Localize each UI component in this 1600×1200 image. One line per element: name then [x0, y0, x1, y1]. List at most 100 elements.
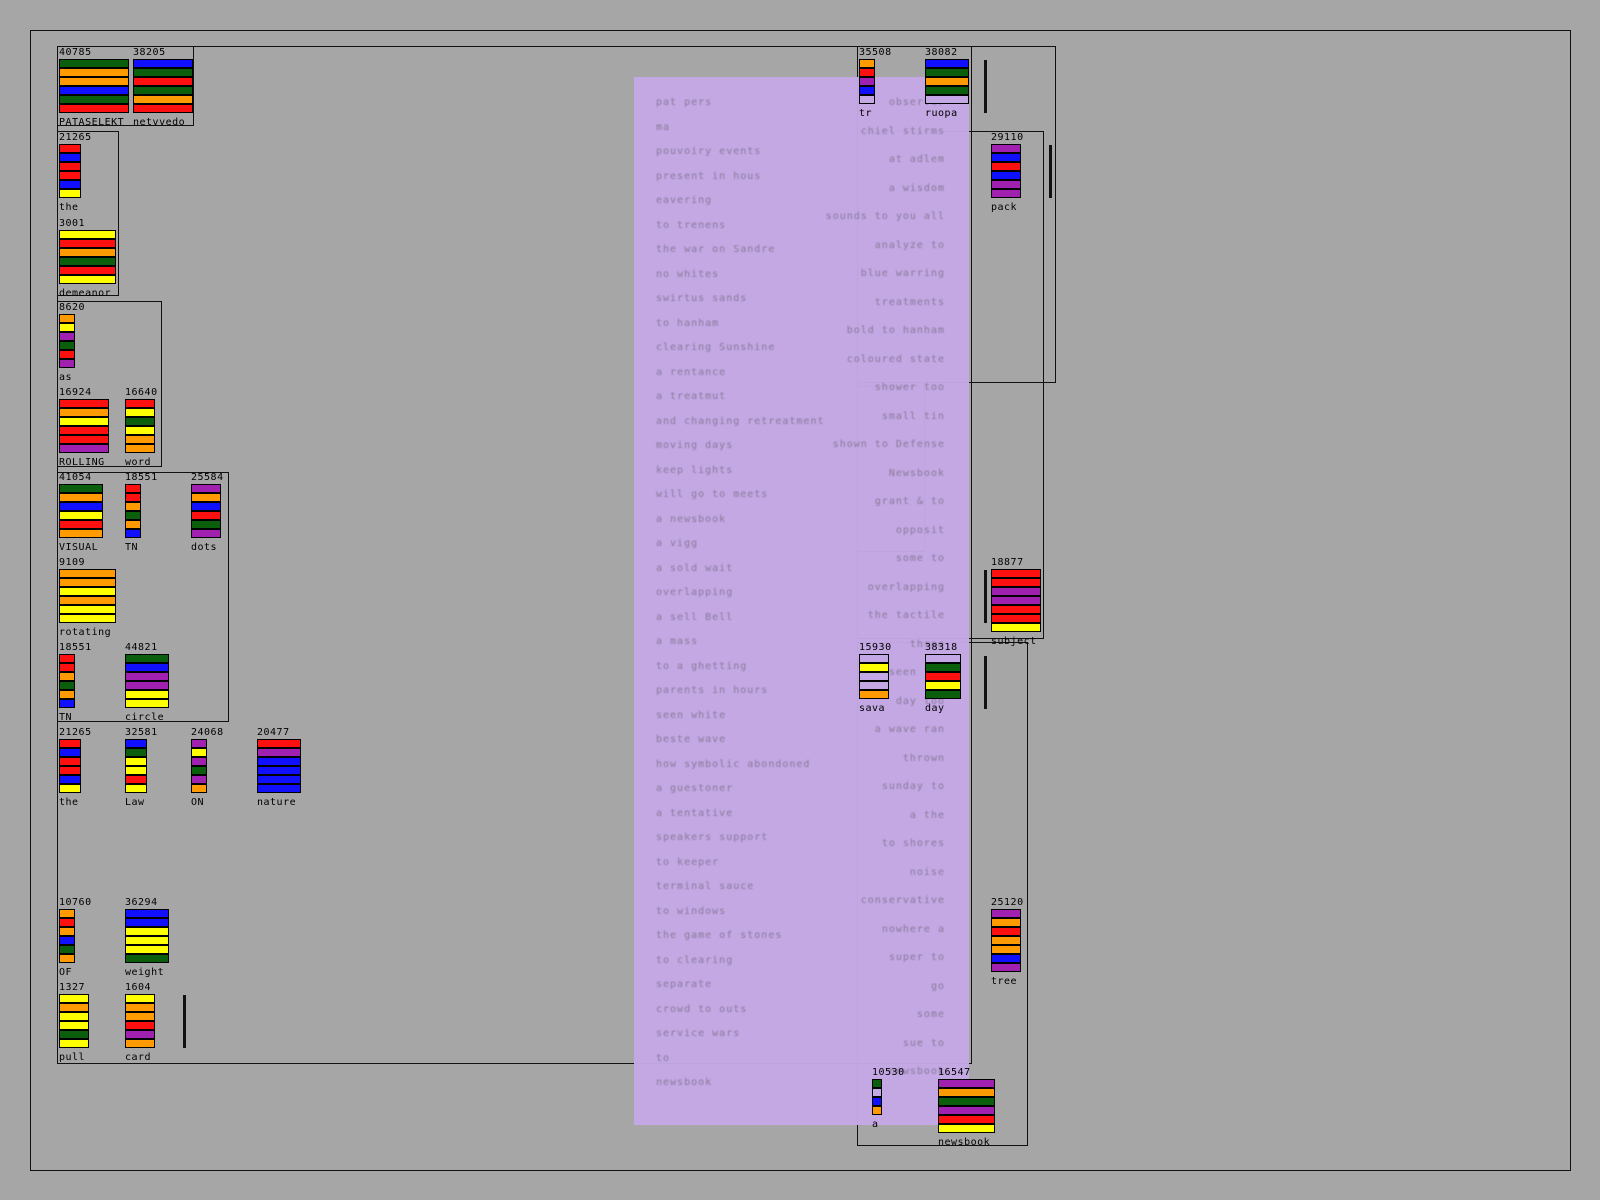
cell-label: circle [125, 712, 165, 723]
ghost-text-line: shower too [874, 382, 945, 393]
cell-count: 35508 [859, 47, 892, 58]
ghost-text-line: parents in hours [656, 685, 769, 696]
marker-bar [1049, 145, 1052, 198]
color-bar [925, 95, 969, 104]
color-bar [133, 68, 193, 77]
color-bar [991, 623, 1041, 632]
color-bar [859, 86, 875, 95]
color-bar [59, 426, 109, 435]
color-bar [991, 569, 1041, 578]
color-bar [191, 484, 221, 493]
color-bar [859, 690, 889, 699]
color-bar [925, 681, 961, 690]
cell-count: 10760 [59, 897, 92, 908]
ghost-text-line: day too [895, 695, 945, 707]
color-bar [59, 189, 81, 198]
color-bar [125, 1003, 155, 1012]
cell-count: 38318 [925, 642, 958, 653]
color-bar [925, 672, 961, 681]
color-bar [125, 493, 141, 502]
overlay-panel [634, 77, 969, 1125]
color-bar [125, 1039, 155, 1048]
ghost-text-line: a guestoner [656, 783, 734, 794]
ghost-text-line: chiel stirms [860, 125, 945, 137]
ghost-text-line: treatments [874, 296, 945, 308]
ghost-text-line: to hanham [656, 317, 720, 329]
color-bar [925, 654, 961, 663]
color-bar [59, 927, 75, 936]
cell-count: 10530 [872, 1067, 905, 1078]
group-frame-3 [57, 301, 162, 467]
color-bar [191, 502, 221, 511]
color-bar [133, 59, 193, 68]
cell-count: 25120 [991, 897, 1024, 908]
color-bar [125, 417, 155, 426]
color-bar [59, 1030, 89, 1039]
cell-label: TN [125, 542, 139, 553]
color-bar [191, 511, 221, 520]
color-bar [125, 748, 147, 757]
cell-label: netvvedo [133, 117, 186, 128]
color-bar [59, 399, 109, 408]
ghost-text-line: to clearing [656, 954, 734, 966]
ghost-text-line: a wave ran [874, 724, 945, 735]
color-bar [991, 918, 1021, 927]
ghost-text-line: the game of stones [656, 930, 783, 941]
color-bar [59, 230, 116, 239]
ghost-text-line: the tactile [867, 610, 945, 621]
cell-count: 21265 [59, 132, 92, 143]
color-bar [925, 86, 969, 95]
group-frame-4 [57, 472, 229, 722]
color-bar [991, 909, 1021, 918]
color-bar [859, 77, 875, 86]
color-bar [859, 68, 875, 77]
color-bar [991, 596, 1041, 605]
color-bar [125, 484, 141, 493]
color-bar [59, 994, 89, 1003]
cell-label: the [59, 202, 79, 213]
group-frame-1 [57, 46, 194, 126]
color-bar [59, 493, 103, 502]
color-bar [59, 663, 75, 672]
ghost-text-line: sunday to [881, 781, 945, 792]
color-bar [938, 1106, 995, 1115]
cell-count: 18877 [991, 557, 1024, 568]
color-bar [872, 1106, 882, 1115]
ghost-text-line: a sold wait [656, 562, 734, 574]
color-bar [59, 654, 75, 663]
ghost-text-line: to a ghetting [656, 660, 748, 672]
cell-count: 29110 [991, 132, 1024, 143]
color-bar [125, 681, 169, 690]
ghost-text-line: service wars [656, 1028, 741, 1039]
cell-count: 41054 [59, 472, 92, 483]
ghost-text-line: newsbook [656, 1077, 713, 1088]
cell-label: tr [859, 108, 873, 119]
cell-label: tree [991, 976, 1018, 987]
color-bar [125, 502, 141, 511]
color-bar [991, 605, 1041, 614]
cell-label: dots [191, 542, 218, 553]
ghost-text-line: a sell Bell [656, 611, 734, 623]
ghost-text-line: to [656, 1052, 671, 1064]
color-bar [125, 663, 169, 672]
color-bar [59, 596, 116, 605]
cell-label: ON [191, 797, 205, 808]
color-bar [125, 954, 169, 963]
ghost-text-line: shown to Defense [832, 439, 945, 450]
color-bar [125, 766, 147, 775]
color-bar [991, 927, 1021, 936]
cell-count: 38205 [133, 47, 166, 58]
cell-count: 18551 [59, 642, 92, 653]
color-bar [125, 784, 147, 793]
color-bar [925, 59, 969, 68]
marker-bar [984, 656, 987, 709]
ghost-text-line: at adlem [888, 154, 945, 165]
ghost-text-line: to shores [881, 838, 945, 849]
ghost-text-line: overlapping [656, 587, 734, 598]
ghost-text-line: opposit [895, 524, 945, 536]
color-bar [59, 314, 75, 323]
ghost-text-line: go [930, 980, 945, 992]
color-bar [59, 502, 103, 511]
ghost-text-line: moving days [656, 440, 734, 451]
color-bar [59, 104, 129, 113]
